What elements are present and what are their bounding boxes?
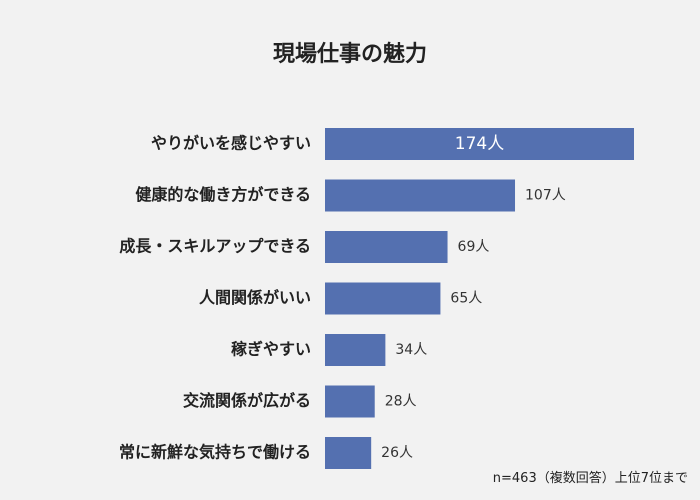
category-label: 成長・スキルアップできる [119, 237, 311, 256]
bar [325, 282, 441, 315]
chart-footnote: n=463（複数回答）上位7位まで [492, 471, 688, 486]
category-label: 健康的な働き方ができる [135, 185, 311, 204]
category-label: 稼ぎやすい [231, 340, 311, 359]
value-label: 69人 [458, 239, 490, 255]
category-label: やりがいを感じやすい [151, 134, 311, 153]
value-label: 65人 [450, 291, 482, 307]
chart-title: 現場仕事の魅力 [272, 42, 427, 67]
value-label: 174人 [455, 134, 504, 154]
bar [325, 231, 448, 263]
bar [325, 179, 516, 212]
category-label: 交流関係が広がる [183, 391, 311, 410]
category-label: 人間関係がいい [199, 288, 311, 307]
value-label: 34人 [395, 342, 427, 358]
bar [325, 128, 634, 160]
bar [325, 437, 372, 469]
value-label: 107人 [525, 188, 566, 204]
value-label: 28人 [385, 394, 417, 410]
value-label: 26人 [381, 445, 413, 461]
bar [325, 385, 375, 418]
category-label: 常に新鮮な気持ちで働ける [119, 443, 311, 462]
bar [325, 334, 386, 366]
